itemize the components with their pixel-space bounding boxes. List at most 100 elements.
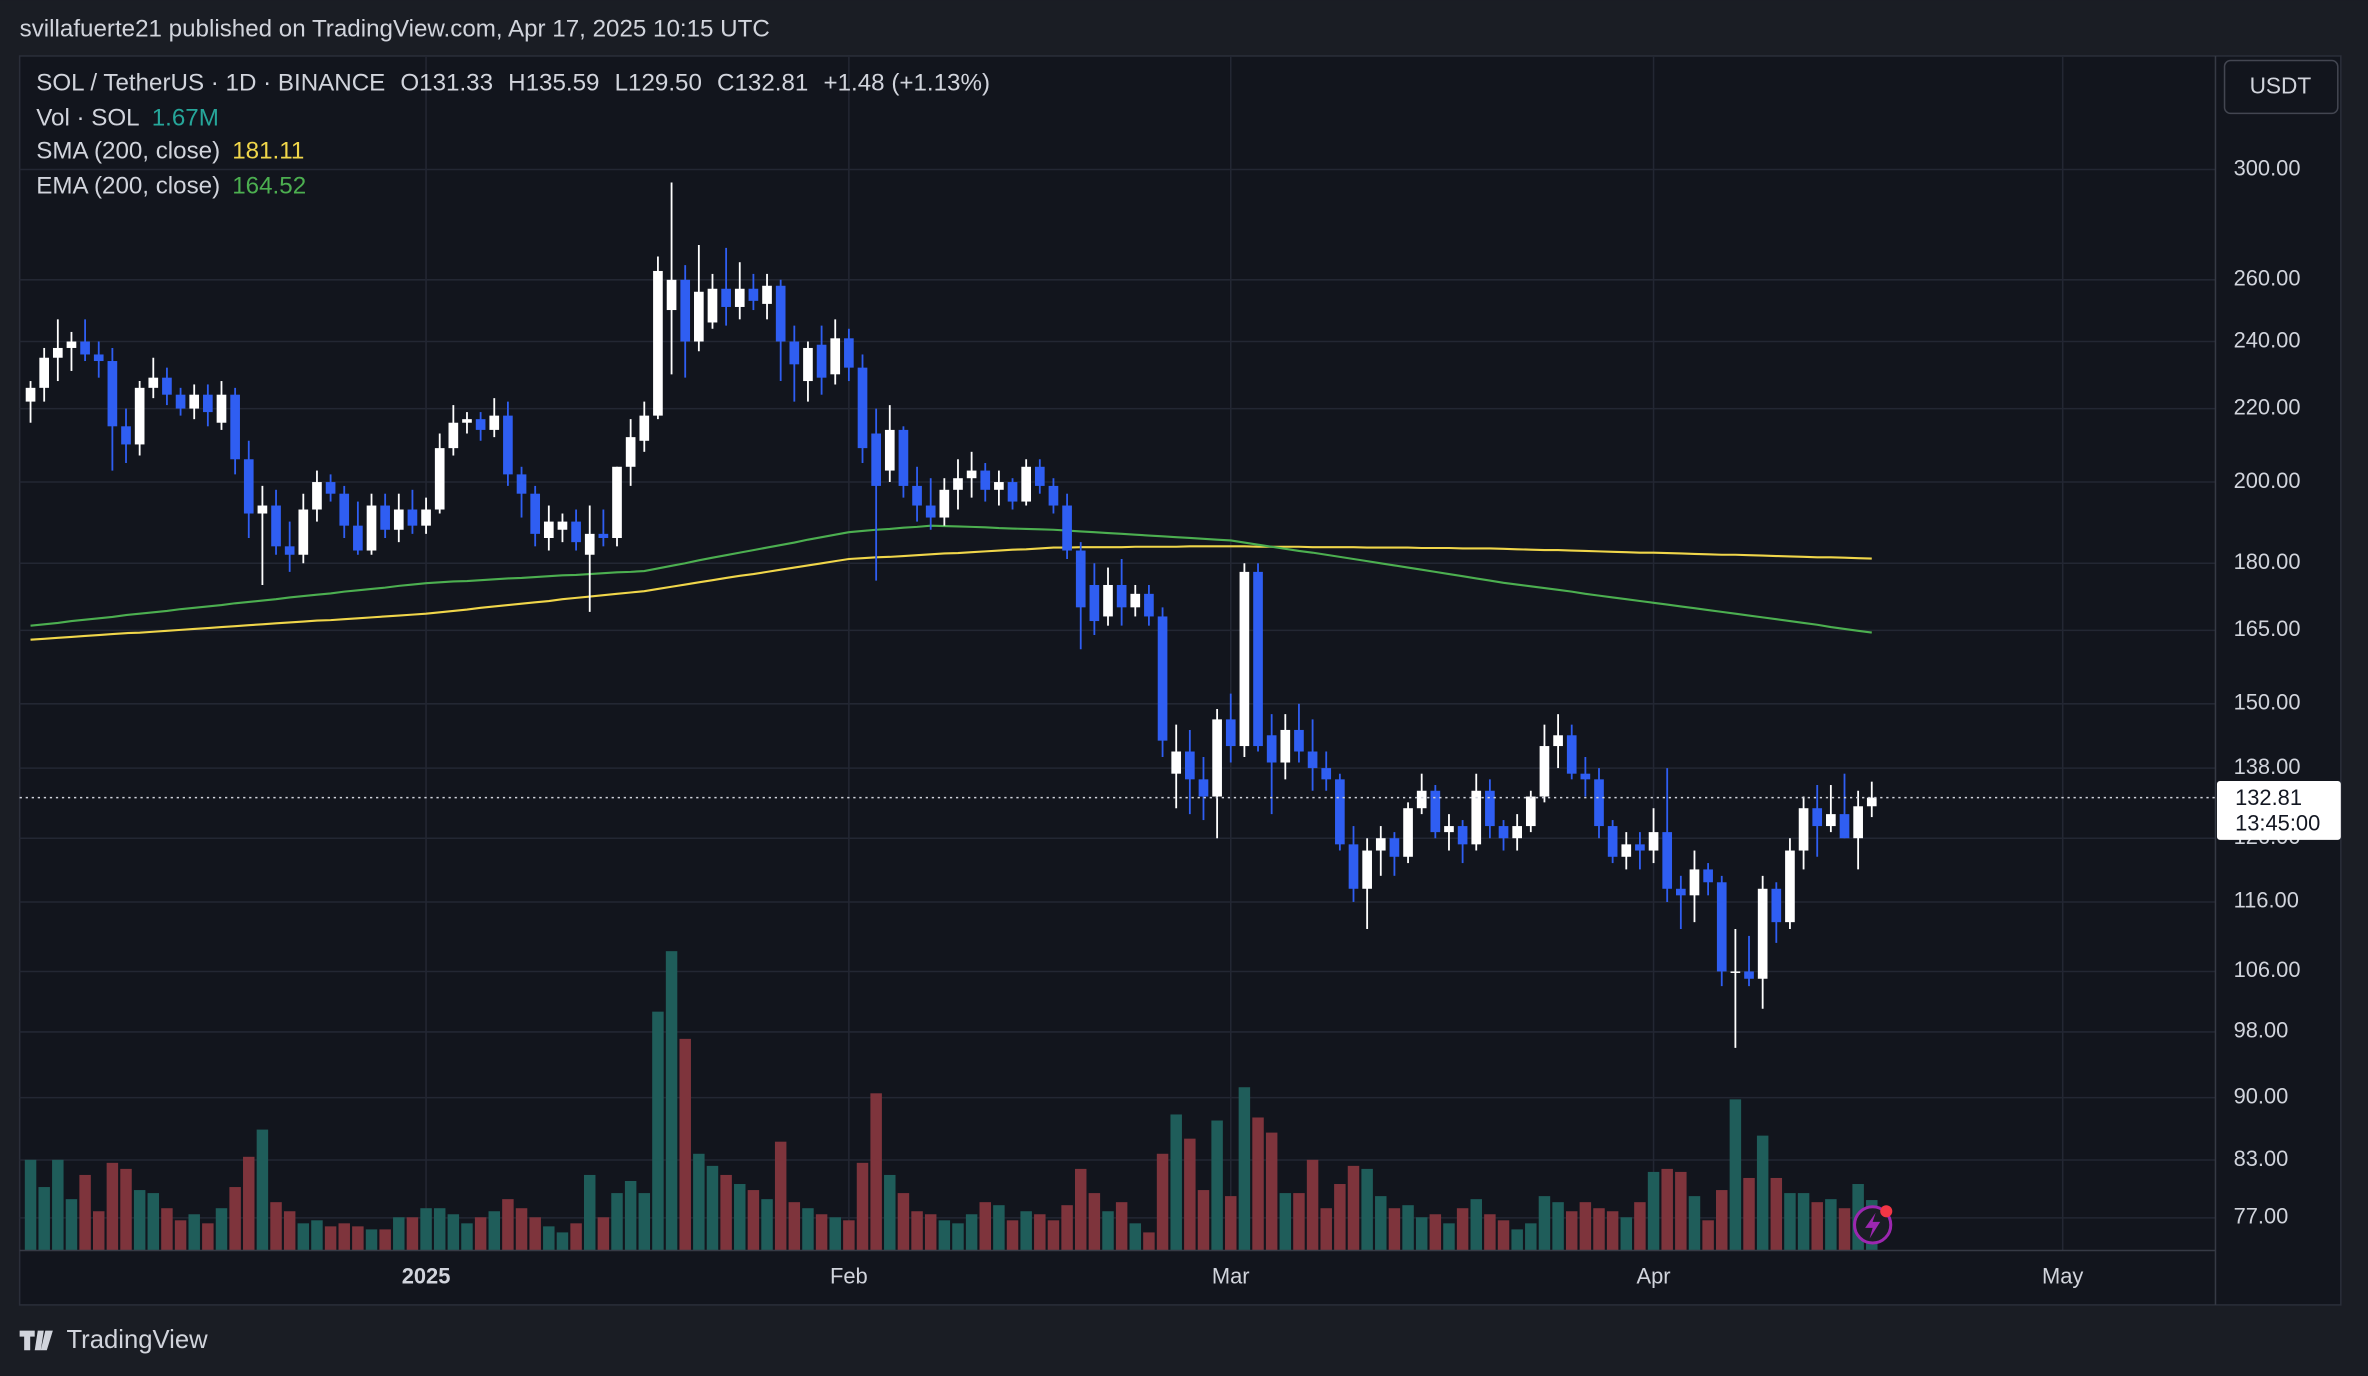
volume-bar	[1593, 1208, 1605, 1251]
volume-bar	[406, 1217, 419, 1251]
candle-body	[612, 466, 622, 538]
volume-bar	[993, 1205, 1005, 1251]
brand: TradingView	[19, 1326, 208, 1354]
alert-icon[interactable]	[1853, 1205, 1893, 1245]
alert-bolt[interactable]	[1865, 1212, 1881, 1239]
candle-body	[1771, 888, 1782, 923]
legend: SOL / TetherUS · 1D · BINANCE O131.33 H135…	[36, 70, 990, 200]
candle-body	[353, 525, 363, 551]
moving-average-line	[30, 545, 1872, 641]
legend-row: Vol · SOL 1.67M	[36, 105, 219, 132]
candle-body	[1757, 888, 1768, 979]
candle-body	[598, 533, 609, 538]
candle-body	[1785, 850, 1795, 923]
candle-body	[1566, 735, 1577, 774]
candle-body	[1280, 729, 1291, 763]
axes: 77.0083.0090.0098.00106.00116.00126.0013…	[19, 155, 2341, 1289]
candle-body	[434, 448, 445, 510]
candle-body	[1512, 826, 1522, 839]
legend-ema-value: 164.52	[232, 173, 306, 200]
volume-bar	[774, 1141, 787, 1251]
candle-body	[52, 347, 63, 358]
candle-body	[1253, 571, 1263, 747]
volume-bar	[1115, 1202, 1128, 1251]
y-tick-label: 77.00	[2234, 1204, 2289, 1229]
candle-body	[571, 521, 581, 543]
x-tick-label: Apr	[1637, 1264, 1671, 1289]
volume-bar	[679, 1038, 691, 1251]
volume-bar	[543, 1226, 555, 1251]
grid	[19, 55, 2216, 1251]
volume-bar	[1320, 1208, 1332, 1251]
candle-body	[1116, 584, 1127, 608]
volume-bar	[1661, 1168, 1673, 1251]
candle-body	[694, 291, 704, 342]
candles	[25, 182, 1877, 1048]
candle-body	[1866, 797, 1877, 807]
candle-body	[1375, 838, 1386, 851]
candle-body	[653, 270, 663, 416]
candle-body	[312, 482, 322, 510]
candle-body	[1457, 826, 1468, 845]
volume-bar	[952, 1223, 964, 1251]
candle-body	[25, 387, 36, 402]
currency-button[interactable]: USDT	[2223, 59, 2339, 115]
volume-bar	[1061, 1205, 1073, 1251]
volume-bar	[638, 1193, 651, 1251]
volume-bar	[1306, 1159, 1319, 1251]
volume-bar	[1688, 1196, 1701, 1251]
candle-body	[1130, 593, 1141, 608]
y-tick-label: 106.00	[2234, 957, 2301, 982]
y-tick-label: 165.00	[2234, 616, 2301, 641]
candle-body	[1034, 466, 1045, 486]
candle-body	[1607, 826, 1618, 857]
volume-bar	[324, 1226, 337, 1251]
volume-bar	[1211, 1120, 1223, 1251]
y-tick-label: 300.00	[2234, 155, 2301, 180]
volume-bar	[1102, 1211, 1114, 1251]
volume-bar	[911, 1211, 923, 1251]
legend-volume-value: 1.67M	[152, 105, 219, 132]
volume-bar	[1170, 1114, 1182, 1251]
candle-body	[271, 505, 281, 547]
y-tick-label: 180.00	[2234, 549, 2301, 574]
volume	[24, 951, 1878, 1251]
candle-body	[1225, 719, 1236, 747]
volume-bar	[1756, 1135, 1769, 1251]
candle-body	[1157, 616, 1168, 741]
volume-bar	[352, 1226, 364, 1251]
moving-averages	[30, 524, 1872, 641]
volume-bar	[270, 1202, 282, 1251]
countdown-label: 13:45:00	[2235, 811, 2320, 836]
volume-bar	[461, 1223, 473, 1251]
volume-bar	[734, 1184, 746, 1251]
y-tick-label: 138.00	[2234, 754, 2301, 779]
currency-button-box[interactable]	[2223, 59, 2339, 115]
legend-volume: Vol · SOL	[36, 105, 139, 132]
candle-body	[189, 394, 200, 409]
volume-bar	[1784, 1193, 1796, 1251]
alert-dot	[1880, 1205, 1893, 1218]
volume-bar	[433, 1208, 446, 1251]
volume-bar	[1647, 1171, 1660, 1251]
volume-bar	[1197, 1190, 1210, 1251]
volume-bar	[1743, 1177, 1755, 1251]
volume-bar	[761, 1199, 773, 1251]
volume-bar	[515, 1208, 528, 1251]
volume-bar	[1552, 1202, 1564, 1251]
candle-body	[462, 419, 472, 423]
volume-bar	[965, 1214, 978, 1251]
volume-bar	[1279, 1193, 1292, 1251]
volume-bar	[1293, 1193, 1305, 1251]
volume-bar	[556, 1232, 569, 1251]
currency-label[interactable]: USDT	[2250, 73, 2312, 99]
moving-average-line	[30, 524, 1872, 634]
candle-body	[257, 505, 268, 514]
volume-bar	[1334, 1184, 1346, 1251]
volume-bar	[1511, 1229, 1523, 1251]
candle-body	[1703, 869, 1713, 883]
volume-bar	[1402, 1205, 1414, 1251]
volume-bar	[570, 1223, 582, 1251]
x-tick-label: 2025	[402, 1264, 451, 1289]
